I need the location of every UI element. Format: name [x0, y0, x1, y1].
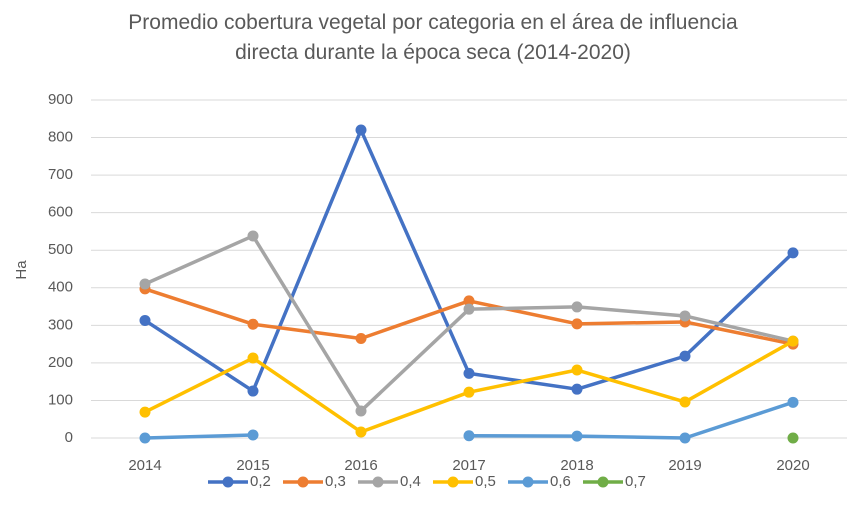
- point: [355, 405, 367, 417]
- point: [463, 295, 475, 307]
- point: [247, 352, 259, 364]
- legend-marker: [297, 476, 309, 488]
- y-tick-label: 100: [48, 391, 73, 408]
- point: [139, 432, 151, 444]
- point: [463, 430, 475, 442]
- point: [679, 310, 691, 322]
- point: [787, 335, 799, 347]
- point: [355, 124, 367, 136]
- point: [247, 318, 259, 330]
- point: [463, 303, 475, 315]
- point: [571, 318, 583, 330]
- y-tick-label: 200: [48, 354, 73, 371]
- point: [571, 301, 583, 313]
- y-tick-label: 900: [48, 91, 73, 108]
- legend-label: 0,5: [475, 473, 496, 490]
- x-tick-label: 2017: [452, 457, 485, 474]
- point: [139, 406, 151, 418]
- point: [679, 396, 691, 408]
- point: [787, 247, 799, 259]
- legend-label: 0,6: [550, 473, 571, 490]
- legend-marker: [447, 476, 459, 488]
- point: [679, 432, 691, 444]
- series-line: [144, 128, 795, 393]
- point: [571, 430, 583, 442]
- x-tick-label: 2016: [344, 457, 377, 474]
- point: [139, 314, 151, 326]
- legend-marker: [597, 476, 609, 488]
- chart-title: Promedio cobertura vegetal por categoria…: [128, 11, 738, 64]
- point: [247, 385, 259, 397]
- legend-label: 0,2: [250, 473, 271, 490]
- y-tick-label: 500: [48, 241, 73, 258]
- y-tick-label: 700: [48, 166, 73, 183]
- point: [247, 429, 259, 441]
- series-line: [144, 339, 794, 434]
- point: [463, 386, 475, 398]
- legend-label: 0,3: [325, 473, 346, 490]
- x-tick-label: 2020: [776, 457, 809, 474]
- x-tick-label: 2018: [560, 457, 593, 474]
- series-line: [144, 400, 794, 440]
- y-tick-label: 400: [48, 279, 73, 296]
- point: [571, 364, 583, 376]
- y-tick-label: 0: [65, 429, 73, 446]
- point: [679, 350, 691, 362]
- point: [463, 367, 475, 379]
- y-axis-label: Ha: [13, 260, 30, 280]
- x-tick-label: 2019: [668, 457, 701, 474]
- point: [247, 230, 259, 242]
- point: [787, 396, 799, 408]
- point: [571, 383, 583, 395]
- point: [787, 432, 799, 444]
- point: [139, 278, 151, 290]
- x-tick-label: 2014: [128, 457, 161, 474]
- point: [355, 332, 367, 344]
- y-tick-label: 600: [48, 204, 73, 221]
- y-tick-label: 800: [48, 129, 73, 146]
- point: [355, 426, 367, 438]
- legend-marker: [222, 476, 234, 488]
- legend-marker: [522, 476, 534, 488]
- legend-label: 0,4: [400, 473, 421, 490]
- y-tick-label: 300: [48, 316, 73, 333]
- x-tick-label: 2015: [236, 457, 269, 474]
- legend-marker: [372, 476, 384, 488]
- legend-label: 0,7: [625, 473, 646, 490]
